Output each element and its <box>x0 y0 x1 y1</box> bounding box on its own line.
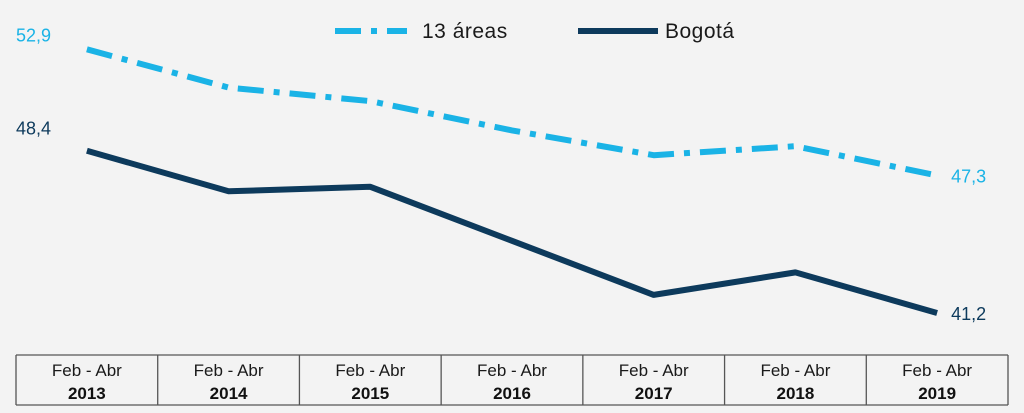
data-label-last: 41,2 <box>951 304 986 324</box>
tick-label-year: 2018 <box>777 384 815 403</box>
tick-label-year: 2013 <box>68 384 106 403</box>
tick-label-period: Feb - Abr <box>52 361 122 380</box>
tick-label-year: 2019 <box>918 384 956 403</box>
legend: 13 áreas Bogotá <box>335 20 735 43</box>
data-label-first: 52,9 <box>16 25 51 45</box>
tick-label-period: Feb - Abr <box>194 361 264 380</box>
tick-label-period: Feb - Abr <box>619 361 689 380</box>
series-line-1 <box>86 147 938 316</box>
tick-label-period: Feb - Abr <box>902 361 972 380</box>
tick-label-year: 2015 <box>351 384 389 403</box>
legend-label-1: Bogotá <box>665 20 735 43</box>
category-axis: Feb - Abr 2013 Feb - Abr 2014 Feb - Abr 2015 F… <box>15 354 1009 406</box>
tick-label-year: 2017 <box>635 384 673 403</box>
series-line-0 <box>86 46 938 179</box>
tick-label-year: 2016 <box>493 384 531 403</box>
tick-label-year: 2014 <box>210 384 248 403</box>
legend-label-0: 13 áreas <box>422 20 508 43</box>
series-layer <box>86 46 938 316</box>
data-label-first: 48,4 <box>16 119 51 139</box>
data-label-last: 47,3 <box>951 166 986 186</box>
tick-label-period: Feb - Abr <box>760 361 830 380</box>
tick-label-period: Feb - Abr <box>335 361 405 380</box>
data-labels: 52,9 47,3 48,4 41,2 <box>16 25 986 324</box>
tick-label-period: Feb - Abr <box>477 361 547 380</box>
